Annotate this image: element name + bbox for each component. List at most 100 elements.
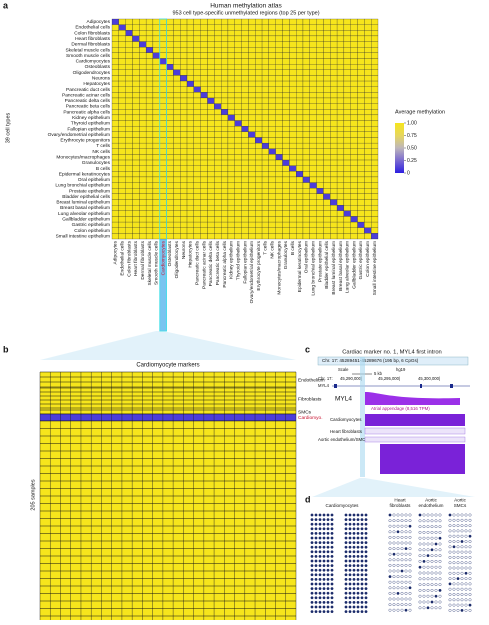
heatmap-cell	[234, 64, 242, 70]
heatmap-cell	[132, 52, 140, 59]
heatmap-cell	[111, 372, 122, 388]
heatmap-cell	[200, 205, 208, 211]
heatmap-cell	[207, 171, 215, 178]
methylation-dot	[322, 554, 326, 558]
heatmap-cell	[316, 221, 324, 228]
heatmap-cell	[132, 126, 140, 132]
column-label: Heart fibroblasts	[133, 240, 139, 276]
methylation-dot	[392, 524, 396, 528]
heatmap-cell	[118, 41, 126, 48]
methylation-dot	[396, 597, 400, 601]
methylation-dot	[422, 594, 426, 598]
heatmap-cell	[350, 35, 358, 42]
heatmap-cell	[180, 114, 188, 121]
methylation-dot	[326, 522, 330, 526]
heatmap-cell	[255, 120, 263, 127]
heatmap-cell	[173, 86, 181, 93]
heatmap-cell	[118, 47, 126, 53]
methylation-dot	[322, 605, 326, 609]
heatmap-cell	[296, 148, 304, 155]
heatmap-cell	[282, 92, 290, 99]
methylation-dot	[318, 554, 322, 558]
methylation-dot	[456, 571, 460, 575]
heatmap-cell	[357, 120, 365, 127]
heatmap-cell	[221, 24, 229, 31]
heatmap-cell	[350, 41, 358, 48]
panel-letter: c	[305, 344, 310, 354]
methylation-dot	[422, 536, 426, 540]
heatmap-cell	[152, 372, 163, 388]
heatmap-cell	[200, 199, 208, 206]
heatmap-cell	[111, 233, 119, 240]
heatmap-cell	[336, 165, 345, 172]
heatmap-cell	[350, 227, 358, 234]
methylation-dot	[452, 545, 456, 549]
methylation-dot	[326, 536, 330, 540]
heatmap-cell	[132, 182, 140, 189]
heatmap-cell	[336, 176, 345, 183]
heatmap-cell	[309, 171, 317, 178]
column-label: Monocytes/macrophages	[276, 240, 282, 294]
row-label: Epidermal keratinocytes	[59, 171, 111, 177]
heatmap-cell	[357, 221, 365, 228]
methylation-dot	[468, 524, 472, 528]
heatmap-cell	[180, 159, 188, 166]
heatmap-cell	[173, 92, 181, 99]
heatmap-cell	[145, 193, 154, 200]
heatmap-cell	[207, 227, 215, 234]
heatmap-cell	[282, 182, 290, 189]
heatmap-cell	[207, 199, 215, 206]
heatmap-cell	[323, 18, 331, 25]
heatmap-cell	[214, 388, 225, 410]
heatmap-cell	[234, 142, 242, 149]
heatmap-cell	[111, 35, 119, 42]
methylation-dot	[426, 565, 430, 569]
heatmap-cell	[309, 154, 317, 161]
heatmap-cell	[357, 41, 365, 48]
heatmap-cell	[364, 205, 372, 211]
methylation-dot	[360, 518, 364, 522]
group-label: Aortic	[454, 498, 466, 503]
heatmap-cell	[207, 176, 215, 183]
heatmap-cell	[296, 182, 304, 189]
column-label: Lung alveolar epithelium	[345, 241, 351, 293]
heatmap-cell	[343, 227, 351, 234]
methylation-dot	[448, 582, 452, 586]
heatmap-cell	[309, 97, 317, 104]
heatmap-cell	[227, 35, 235, 42]
heatmap-cell	[207, 142, 215, 149]
coord: 45,300,000|	[418, 376, 440, 381]
heatmap-cell	[132, 388, 143, 410]
heatmap-cell	[248, 41, 256, 48]
heatmap-cell	[132, 120, 140, 127]
heatmap-cell	[357, 210, 365, 217]
heatmap-cell	[139, 120, 147, 127]
heatmap-cell	[255, 221, 263, 228]
column-label: Pancreatic alpha cells	[222, 240, 228, 287]
methylation-dot	[360, 573, 364, 577]
heatmap-cell	[261, 142, 269, 149]
methylation-dot	[330, 582, 334, 586]
heatmap-cell	[214, 165, 222, 172]
methylation-dot	[400, 547, 404, 551]
heatmap-cell	[186, 24, 194, 31]
heatmap-cell	[289, 142, 297, 149]
heatmap-cell	[207, 80, 215, 87]
heatmap-cell	[186, 171, 194, 178]
methylation-dot	[396, 524, 400, 528]
heatmap-cell	[50, 388, 61, 410]
heatmap-cell	[145, 182, 154, 189]
heatmap-cell	[152, 421, 163, 620]
methylation-dot	[330, 518, 334, 522]
heatmap-cell	[241, 97, 249, 104]
heatmap-cell	[357, 142, 365, 149]
heatmap-cell	[316, 171, 324, 178]
heatmap-cell	[248, 233, 256, 240]
heatmap-cell	[255, 388, 266, 410]
heatmap-cell	[227, 159, 235, 166]
heatmap-cell	[336, 233, 345, 240]
methylation-dot	[326, 559, 330, 563]
heatmap-cell	[309, 199, 317, 206]
heatmap-cell	[371, 92, 379, 99]
heatmap-cell	[200, 30, 208, 37]
